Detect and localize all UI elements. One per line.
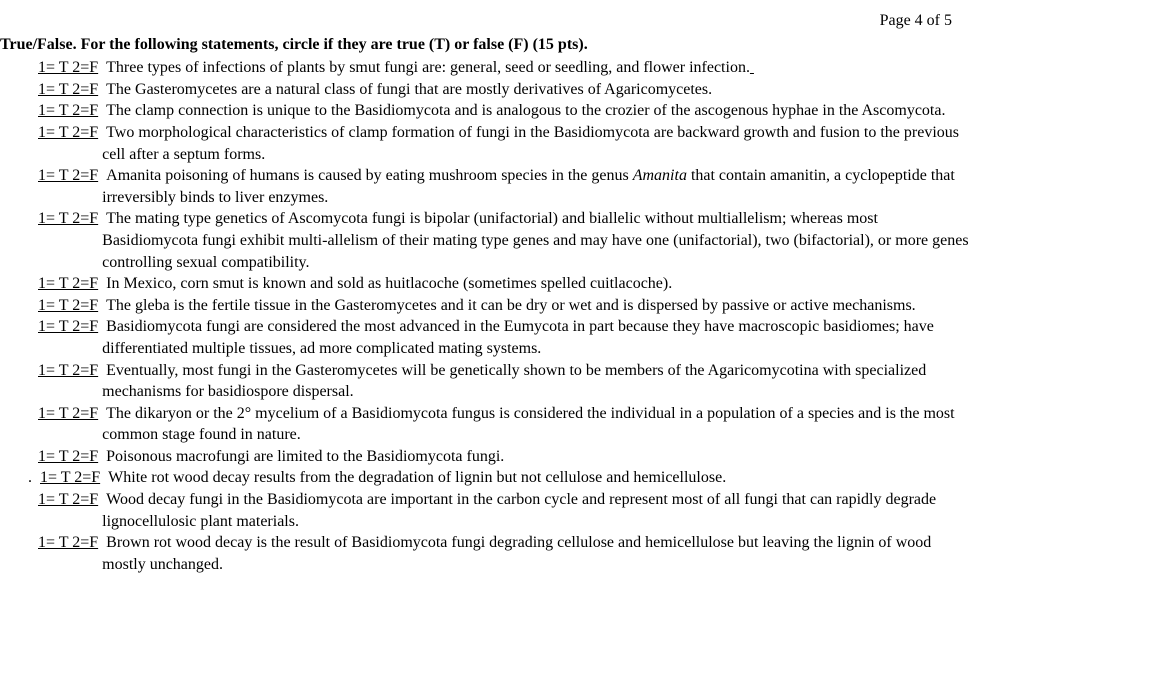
tf-choice[interactable]: 1= T 2=F [38, 360, 98, 382]
question-text: Basidiomycota fungi are considered the m… [102, 316, 972, 359]
question-row: . 1= T 2=F White rot wood decay results … [28, 467, 1132, 489]
question-text: The Gasteromycetes are a natural class o… [102, 79, 712, 101]
page-number: Page 4 of 5 [0, 10, 1132, 32]
question-row: 1= T 2=F Wood decay fungi in the Basidio… [38, 489, 1132, 532]
question-text: Poisonous macrofungi are limited to the … [102, 446, 504, 468]
question-text: Brown rot wood decay is the result of Ba… [102, 532, 972, 575]
question-text: Wood decay fungi in the Basidiomycota ar… [102, 489, 972, 532]
tf-choice[interactable]: 1= T 2=F [38, 403, 98, 425]
tf-choice[interactable]: 1= T 2=F [38, 532, 98, 554]
question-row: 1= T 2=F Two morphological characteristi… [38, 122, 1132, 165]
tf-choice[interactable]: 1= T 2=F [38, 165, 98, 187]
italic-genus: Amanita [633, 167, 687, 184]
tf-choice[interactable]: 1= T 2=F [38, 79, 98, 101]
question-row: 1= T 2=F Basidiomycota fungi are conside… [38, 316, 1132, 359]
question-text: The clamp connection is unique to the Ba… [102, 100, 945, 122]
tf-choice[interactable]: 1= T 2=F [38, 295, 98, 317]
question-text: In Mexico, corn smut is known and sold a… [102, 273, 672, 295]
question-row: 1= T 2=F Eventually, most fungi in the G… [38, 360, 1132, 403]
question-row: 1= T 2=F Brown rot wood decay is the res… [38, 532, 1132, 575]
question-text: Two morphological characteristics of cla… [102, 122, 972, 165]
tf-choice[interactable]: 1= T 2=F [38, 273, 98, 295]
section-instructions: True/False. For the following statements… [0, 34, 1132, 56]
tf-choice[interactable]: 1= T 2=F [38, 208, 98, 230]
question-row: 1= T 2=F The gleba is the fertile tissue… [38, 295, 1132, 317]
question-row: 1= T 2=F The mating type genetics of Asc… [38, 208, 1132, 273]
tf-choice[interactable]: 1= T 2=F [38, 100, 98, 122]
question-row: 1= T 2=F The dikaryon or the 2° mycelium… [38, 403, 1132, 446]
tf-choice[interactable]: 1= T 2=F [38, 122, 98, 144]
tf-choice[interactable]: 1= T 2=F [38, 446, 98, 468]
question-text: The dikaryon or the 2° mycelium of a Bas… [102, 403, 972, 446]
question-text: Amanita poisoning of humans is caused by… [102, 165, 972, 208]
tf-choice[interactable]: 1= T 2=F [40, 467, 100, 489]
tf-choice[interactable]: 1= T 2=F [38, 316, 98, 338]
question-row: 1= T 2=F Three types of infections of pl… [38, 57, 1132, 79]
leading-dot: . [28, 467, 40, 489]
question-row: 1= T 2=F The clamp connection is unique … [38, 100, 1132, 122]
question-text: Eventually, most fungi in the Gasteromyc… [102, 360, 972, 403]
question-row: 1= T 2=F Amanita poisoning of humans is … [38, 165, 1132, 208]
question-list: 1= T 2=F Three types of infections of pl… [38, 57, 1132, 575]
question-row: 1= T 2=F Poisonous macrofungi are limite… [38, 446, 1132, 468]
question-row: 1= T 2=F In Mexico, corn smut is known a… [38, 273, 1132, 295]
question-text: The mating type genetics of Ascomycota f… [102, 208, 972, 273]
tf-choice[interactable]: 1= T 2=F [38, 489, 98, 511]
question-text: White rot wood decay results from the de… [104, 467, 726, 489]
tf-choice[interactable]: 1= T 2=F [38, 57, 98, 79]
question-text: The gleba is the fertile tissue in the G… [102, 295, 916, 317]
question-text: Three types of infections of plants by s… [102, 57, 754, 79]
question-row: 1= T 2=F The Gasteromycetes are a natura… [38, 79, 1132, 101]
